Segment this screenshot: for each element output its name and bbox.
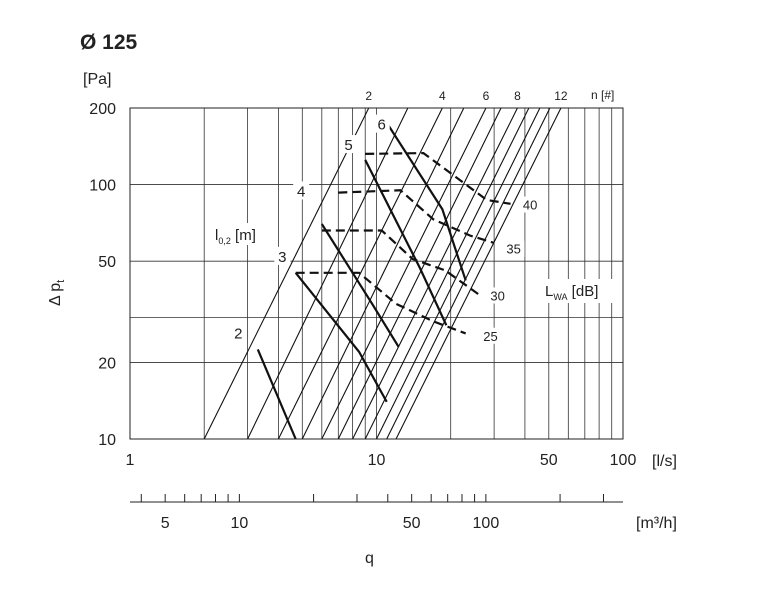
throw-lines <box>256 119 467 439</box>
x-tick-labels: 1 10 50 100 <box>126 452 637 469</box>
x-tick-label: 10 <box>368 452 386 469</box>
grid <box>130 107 624 440</box>
sound-line <box>365 151 511 205</box>
sound-line-label: 25 <box>483 329 497 344</box>
y-axis-title-sub: t <box>55 280 67 283</box>
n-line <box>321 108 487 439</box>
y-axis-title: Δ pt <box>47 280 67 306</box>
throw-line-label: 4 <box>297 183 305 200</box>
throw-line <box>364 159 448 326</box>
n-line-label: 6 <box>483 89 490 103</box>
throw-unit-bg <box>212 223 270 245</box>
throw-line-label: 3 <box>278 249 286 266</box>
m3h-ticks <box>140 494 604 502</box>
chart-title: Ø 125 <box>80 31 138 54</box>
throw-line-label: 5 <box>344 137 352 154</box>
throw-label-bg <box>274 246 291 265</box>
y-tick-label: 100 <box>89 178 116 195</box>
throw-label-bg <box>293 181 310 200</box>
sound-unit-bg <box>541 279 613 303</box>
throw-label-bg <box>373 114 390 133</box>
sound-label-bg <box>479 327 502 344</box>
m3h-tick-label: 50 <box>403 515 421 532</box>
throw-line-labels: 2 3 4 5 6 <box>230 114 390 342</box>
x-unit-m3h: [m³/h] <box>636 515 677 532</box>
plot-frame <box>129 107 624 440</box>
sound-line-label: 40 <box>523 198 537 213</box>
y-tick-label: 200 <box>89 101 116 118</box>
sound-label-bg <box>519 196 542 213</box>
throw-line-label: 6 <box>378 117 386 134</box>
throw-label-bg <box>230 323 247 342</box>
sound-unit-tail: [dB] <box>568 283 599 300</box>
throw-line <box>320 223 400 348</box>
throw-label-bg <box>340 135 357 154</box>
n-unit-label: n [#] <box>591 88 614 102</box>
throw-line <box>294 272 388 403</box>
throw-line <box>256 348 297 439</box>
n-line-label: 4 <box>439 89 446 103</box>
y-tick-labels: 10 20 50 100 200 <box>89 101 116 449</box>
sound-line-label: 35 <box>506 242 520 257</box>
n-lines <box>203 108 562 439</box>
throw-unit-tail: [m] <box>231 227 256 244</box>
n-line <box>386 108 551 439</box>
throw-unit-label: l0,2 [m] <box>212 223 270 246</box>
sound-line <box>321 229 480 296</box>
sound-lines <box>295 151 511 335</box>
sound-label-bg <box>502 240 525 257</box>
n-line-labels: 2 4 6 8 12 <box>365 89 568 103</box>
n-line-label: 2 <box>365 89 372 103</box>
m3h-tick-label: 100 <box>473 515 500 532</box>
throw-line <box>383 119 467 281</box>
n-line <box>364 108 530 439</box>
m3h-tick-labels: 5 10 50 100 <box>161 515 500 532</box>
throw-unit-base: l <box>215 227 218 244</box>
x-tick-label: 100 <box>610 452 637 469</box>
n-line <box>352 108 518 439</box>
sound-label-bg <box>486 287 509 304</box>
x-tick-label: 50 <box>540 452 558 469</box>
x-axis-title: q <box>365 550 374 567</box>
sound-line-labels: 25 30 35 40 <box>479 196 542 344</box>
sound-line-label: 30 <box>490 288 504 303</box>
n-line <box>337 108 502 439</box>
x-tick-label: 1 <box>126 452 135 469</box>
sound-line <box>295 271 467 335</box>
throw-unit-sub: 0,2 <box>218 236 231 246</box>
n-line <box>376 108 541 439</box>
y-axis-title-main: Δ p <box>47 283 64 306</box>
sound-unit-text: LWA [dB] <box>545 283 598 302</box>
throw-line-label: 2 <box>234 325 242 342</box>
y-unit-label: [Pa] <box>83 71 111 88</box>
m3h-tick-label: 10 <box>230 515 248 532</box>
sound-unit-label: LWA [dB] <box>541 279 613 303</box>
n-line <box>395 108 562 439</box>
m3h-tick-label: 5 <box>161 515 170 532</box>
n-line-label: 8 <box>514 89 521 103</box>
x-unit-ls: [l/s] <box>652 453 677 470</box>
y-tick-label: 50 <box>98 254 116 271</box>
y-tick-label: 20 <box>98 355 116 372</box>
y-tick-label: 10 <box>98 432 116 449</box>
sound-unit-sub: WA <box>553 292 567 302</box>
n-line <box>203 108 370 439</box>
throw-unit-text: l0,2 [m] <box>215 227 256 246</box>
n-line-label: 12 <box>554 89 568 103</box>
sound-line <box>338 189 495 244</box>
sound-unit-base: L <box>545 283 553 300</box>
